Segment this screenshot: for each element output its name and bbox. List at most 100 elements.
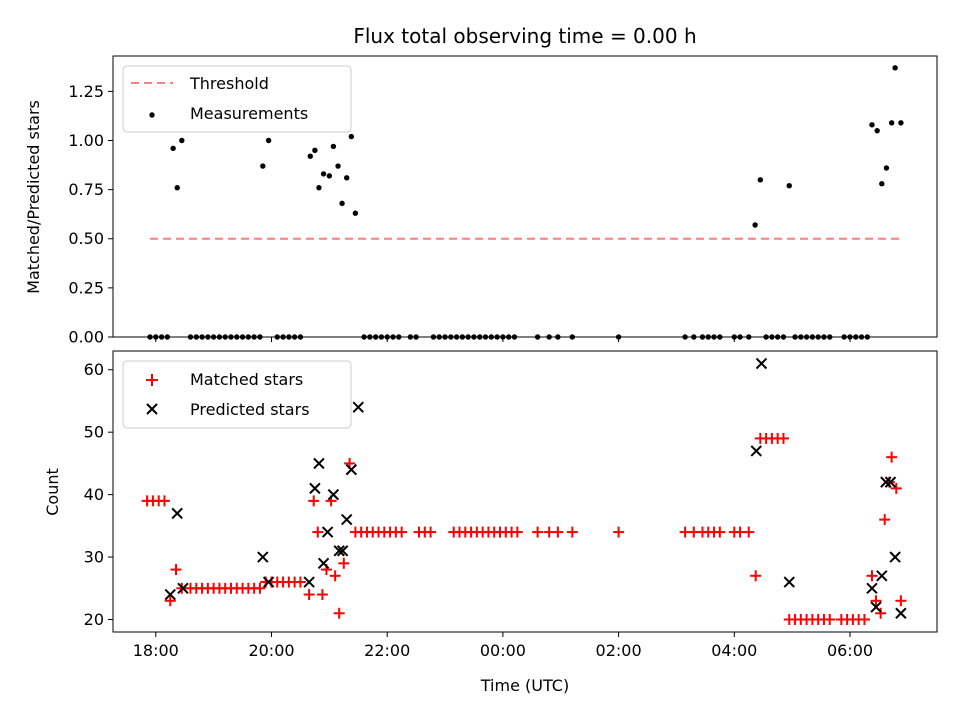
matched-point bbox=[890, 482, 902, 494]
measurement-point bbox=[888, 120, 895, 126]
count-marks bbox=[141, 357, 907, 626]
matched-point bbox=[743, 526, 755, 538]
measurement-point bbox=[869, 122, 875, 128]
count-legend: Matched stars Predicted stars bbox=[122, 360, 352, 429]
measurements-legend-label: Measurements bbox=[190, 104, 308, 123]
predicted-point bbox=[884, 476, 897, 488]
ratio-y-tick-label: 0.75 bbox=[68, 180, 104, 199]
ratio-y-tick-label: 1.00 bbox=[68, 131, 104, 150]
predicted-point bbox=[309, 482, 321, 495]
matched-point bbox=[552, 526, 564, 538]
predicted-point bbox=[755, 357, 768, 370]
count-legend-box bbox=[122, 360, 352, 429]
matched-point bbox=[329, 570, 341, 582]
predicted-legend-swatch bbox=[146, 403, 158, 415]
predicted-point bbox=[257, 551, 269, 563]
predicted-point bbox=[783, 576, 795, 588]
matched-point bbox=[566, 526, 578, 538]
measurement-point bbox=[874, 127, 880, 134]
count-x-tick-label: 06:00 bbox=[827, 641, 873, 660]
ratio-axes: 0.00 0.25 0.50 0.75 1.00 1.25 bbox=[68, 55, 938, 347]
matched-point bbox=[824, 614, 836, 626]
measurement-point bbox=[179, 137, 185, 144]
measurement-point bbox=[260, 163, 266, 169]
predicted-point bbox=[340, 513, 353, 526]
matched-point bbox=[895, 595, 907, 607]
count-x-tick-label: 02:00 bbox=[596, 641, 642, 660]
predicted-point bbox=[895, 607, 907, 619]
matched-point bbox=[870, 595, 882, 607]
matched-point bbox=[308, 495, 320, 507]
matched-point bbox=[613, 526, 625, 538]
count-y-tick-label: 60 bbox=[84, 360, 104, 379]
measurement-point bbox=[752, 222, 758, 228]
count-x-tick-label: 00:00 bbox=[480, 641, 526, 660]
predicted-point bbox=[880, 476, 892, 488]
matched-point bbox=[714, 526, 726, 538]
predicted-point bbox=[750, 445, 762, 457]
predicted-point bbox=[336, 545, 349, 557]
predicted-point bbox=[876, 570, 888, 582]
measurement-point bbox=[265, 137, 272, 144]
predicted-point bbox=[171, 507, 183, 520]
count-y-tick-label: 50 bbox=[84, 423, 104, 442]
predicted-point bbox=[317, 557, 330, 570]
count-y-tick-label: 40 bbox=[84, 485, 104, 504]
count-y-tick-label: 30 bbox=[84, 548, 104, 567]
measurement-point bbox=[898, 120, 904, 126]
predicted-point bbox=[889, 551, 901, 563]
predicted-point bbox=[333, 545, 345, 557]
count-x-tick-label: 20:00 bbox=[248, 641, 294, 660]
matched-point bbox=[532, 526, 544, 538]
matched-point bbox=[396, 526, 408, 538]
ratio-y-tick-label: 1.25 bbox=[68, 82, 104, 101]
matched-point bbox=[316, 589, 328, 601]
matched-point bbox=[879, 514, 891, 526]
count-x-tick-label: 18:00 bbox=[133, 641, 179, 660]
measurement-point bbox=[339, 200, 345, 207]
measurement-point bbox=[335, 163, 341, 169]
count-y-tick-label: 20 bbox=[84, 610, 104, 629]
matched-point bbox=[777, 432, 789, 444]
measurement-point bbox=[312, 147, 318, 154]
matched-point bbox=[333, 607, 345, 619]
matched-point bbox=[170, 564, 182, 576]
matched-point bbox=[294, 576, 306, 588]
predicted-legend-label: Predicted stars bbox=[190, 400, 310, 419]
matched-point bbox=[858, 614, 870, 626]
matched-point bbox=[425, 526, 437, 538]
ratio-y-tick-label: 0.00 bbox=[68, 328, 104, 347]
matched-point bbox=[164, 595, 176, 607]
measurement-point bbox=[757, 177, 764, 183]
matched-point bbox=[875, 607, 887, 619]
predicted-point bbox=[313, 457, 325, 470]
predicted-point bbox=[321, 526, 334, 538]
measurement-point bbox=[170, 145, 176, 152]
measurement-point bbox=[326, 173, 333, 179]
matched-point bbox=[254, 582, 266, 594]
ratio-legend-box bbox=[122, 65, 352, 133]
measurement-point bbox=[307, 153, 313, 159]
measurement-point bbox=[316, 184, 322, 191]
count-x-tick-label: 22:00 bbox=[364, 641, 410, 660]
matched-point bbox=[866, 570, 878, 582]
matched-point bbox=[511, 526, 523, 538]
measurement-point bbox=[883, 165, 890, 171]
ratio-legend: Threshold Measurements bbox=[122, 65, 352, 133]
predicted-point bbox=[262, 576, 275, 588]
count-axes-frame bbox=[112, 350, 938, 633]
predicted-point bbox=[327, 488, 340, 501]
matched-point bbox=[158, 495, 170, 507]
count-panel: Time (UTC) Count 18:00 20:00 22:00 00:00 02:… bbox=[43, 350, 938, 695]
predicted-point bbox=[303, 576, 315, 588]
count-axes: 18:00 20:00 22:00 00:00 02:00 04:00 06:00 20 30 4… bbox=[84, 350, 938, 660]
matched-point bbox=[338, 557, 350, 569]
predicted-point bbox=[352, 401, 364, 413]
ratio-panel: Flux total observing time = 0.00 h Match… bbox=[24, 24, 938, 347]
measurement-point bbox=[320, 171, 327, 177]
matched-point bbox=[886, 451, 898, 463]
measurement-point bbox=[892, 65, 898, 71]
measurement-point bbox=[330, 143, 337, 150]
count-x-tick-label: 04:00 bbox=[711, 641, 757, 660]
